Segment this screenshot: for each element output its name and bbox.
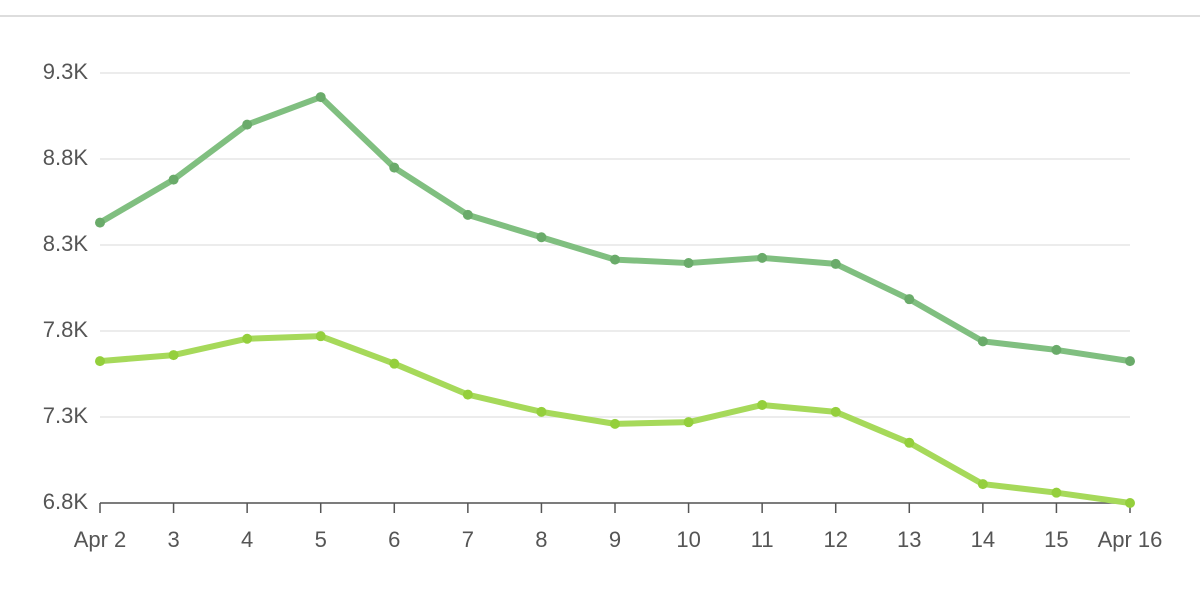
x-tick-label: 15 bbox=[1044, 527, 1068, 552]
x-tick-label: 13 bbox=[897, 527, 921, 552]
x-tick-label: 6 bbox=[388, 527, 400, 552]
series-line bbox=[97, 94, 1133, 365]
x-tick-label: 12 bbox=[823, 527, 847, 552]
x-tick-label: Apr 16 bbox=[1098, 527, 1163, 552]
data-point bbox=[315, 331, 326, 342]
y-tick-label: 8.3K bbox=[43, 231, 89, 256]
data-point bbox=[757, 399, 768, 410]
x-tick-label: 11 bbox=[751, 527, 774, 552]
data-point bbox=[389, 358, 400, 369]
data-point bbox=[904, 294, 915, 305]
y-tick-label: 6.8K bbox=[43, 489, 89, 514]
x-tick-label: 7 bbox=[462, 527, 474, 552]
y-tick-label: 8.8K bbox=[43, 145, 89, 170]
data-point bbox=[1051, 487, 1062, 498]
data-point bbox=[95, 217, 105, 228]
data-point bbox=[168, 174, 179, 185]
y-tick-label: 9.3K bbox=[43, 59, 89, 84]
x-tick-label: 14 bbox=[971, 527, 995, 552]
x-tick-label: 9 bbox=[609, 527, 621, 552]
data-point bbox=[683, 417, 694, 428]
x-tick-label: Apr 2 bbox=[74, 527, 127, 552]
y-tick-label: 7.8K bbox=[43, 317, 89, 342]
data-point bbox=[462, 389, 473, 400]
data-point bbox=[536, 232, 547, 243]
data-point bbox=[389, 162, 400, 173]
data-point bbox=[1125, 498, 1135, 508]
data-point bbox=[462, 209, 473, 220]
data-point bbox=[977, 336, 988, 347]
data-point bbox=[610, 418, 620, 429]
x-tick-label: 5 bbox=[315, 527, 327, 552]
data-point bbox=[1125, 356, 1135, 367]
x-tick-label: 4 bbox=[241, 527, 253, 552]
data-point bbox=[95, 356, 105, 367]
data-point bbox=[830, 258, 841, 269]
data-point bbox=[242, 333, 253, 344]
data-point bbox=[830, 406, 841, 417]
data-point bbox=[977, 479, 988, 490]
x-tick-label: 8 bbox=[535, 527, 547, 552]
data-point bbox=[315, 92, 326, 103]
x-tick-label: 3 bbox=[167, 527, 179, 552]
data-point bbox=[168, 350, 179, 361]
data-point bbox=[1051, 344, 1062, 355]
data-point bbox=[610, 254, 620, 265]
data-point bbox=[904, 437, 915, 448]
data-point bbox=[683, 258, 694, 269]
data-point bbox=[757, 252, 768, 263]
x-tick-label: 10 bbox=[676, 527, 700, 552]
data-point bbox=[536, 406, 547, 417]
data-point bbox=[242, 119, 253, 130]
y-tick-label: 7.3K bbox=[43, 403, 89, 428]
